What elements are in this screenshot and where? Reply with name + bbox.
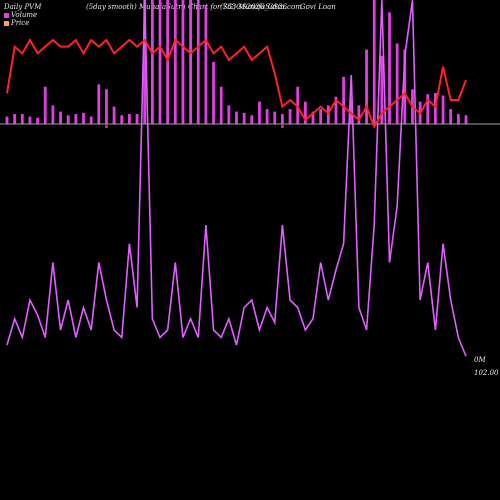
volume-bar — [66, 115, 70, 124]
volume-bar — [112, 106, 116, 124]
volume-bar — [265, 109, 269, 124]
volume-bar — [105, 89, 108, 124]
volume-bar — [342, 76, 345, 124]
volume-bar — [59, 111, 62, 124]
volume-bar — [235, 111, 238, 124]
legend-volume-label: Volume — [11, 11, 38, 19]
volume-bar — [143, 0, 147, 124]
volume-bar — [135, 114, 139, 124]
volume-bar — [43, 86, 47, 124]
volume-bar — [196, 0, 200, 124]
volume-bar — [242, 112, 246, 124]
volume-bar — [36, 117, 39, 124]
volume-bar — [51, 105, 55, 124]
volume-bar — [28, 116, 32, 124]
volume-bar — [395, 43, 399, 124]
volume-bar — [326, 105, 330, 124]
volume-bar — [288, 109, 292, 124]
volume-end-label: 0M — [474, 356, 486, 364]
volume-bar — [449, 109, 453, 124]
volume-bar — [464, 115, 468, 124]
volume-bar — [441, 95, 445, 124]
volume-bar — [181, 0, 185, 124]
legend-price-label: Price — [11, 19, 30, 27]
volume-bar — [173, 0, 177, 124]
volume-bar — [334, 96, 338, 124]
volume-bar — [128, 114, 131, 124]
volume-bar — [250, 115, 254, 124]
legend-volume-swatch — [4, 12, 9, 18]
volume-bar — [74, 114, 78, 124]
volume-bar — [97, 84, 101, 124]
volume-bar — [150, 0, 154, 124]
volume-smooth-line — [6, 0, 467, 357]
volume-bar — [380, 55, 384, 124]
volume-bar — [13, 114, 17, 124]
volume-bar — [372, 0, 376, 124]
legend-volume: Volume — [4, 11, 37, 19]
volume-bar — [120, 115, 124, 124]
volume-bar — [212, 62, 215, 124]
volume-bar — [227, 105, 231, 124]
legend-price: Price — [4, 19, 29, 27]
volume-change-bar — [105, 125, 108, 128]
volume-bar — [403, 49, 407, 124]
volume-change-bar — [281, 125, 284, 128]
volume-bar — [204, 6, 208, 125]
volume-bar — [219, 86, 223, 124]
legend-price-swatch — [4, 20, 9, 26]
volume-bar — [303, 101, 307, 124]
volume-bar — [158, 0, 162, 124]
volume-bar — [82, 112, 85, 124]
chart-subtitle: (5day smooth) MunafaSutra Chart for 733G… — [86, 3, 288, 11]
brand-label: (SG) MunafaSutra.com — [220, 3, 302, 11]
volume-bar — [434, 93, 437, 124]
volume-bar — [426, 94, 430, 124]
price-line — [6, 37, 467, 129]
volume-bar — [357, 105, 361, 124]
volume-bar — [89, 116, 93, 124]
volume-bar — [388, 12, 391, 124]
volume-bar — [5, 116, 9, 124]
volume-bar — [456, 114, 460, 124]
volume-bar — [189, 0, 192, 124]
volume-bar — [20, 114, 24, 124]
volume-bar — [349, 99, 353, 124]
extra-label: Govi Loan — [300, 3, 336, 11]
volume-bar — [319, 109, 323, 124]
volume-bar — [258, 101, 261, 124]
volume-bar — [281, 114, 284, 124]
volume-bar — [311, 111, 315, 124]
volume-bar — [273, 111, 277, 124]
period-label: Daily PVM — [4, 3, 42, 11]
price-end-label: 102.00 — [474, 369, 499, 377]
volume-bar — [365, 49, 368, 124]
